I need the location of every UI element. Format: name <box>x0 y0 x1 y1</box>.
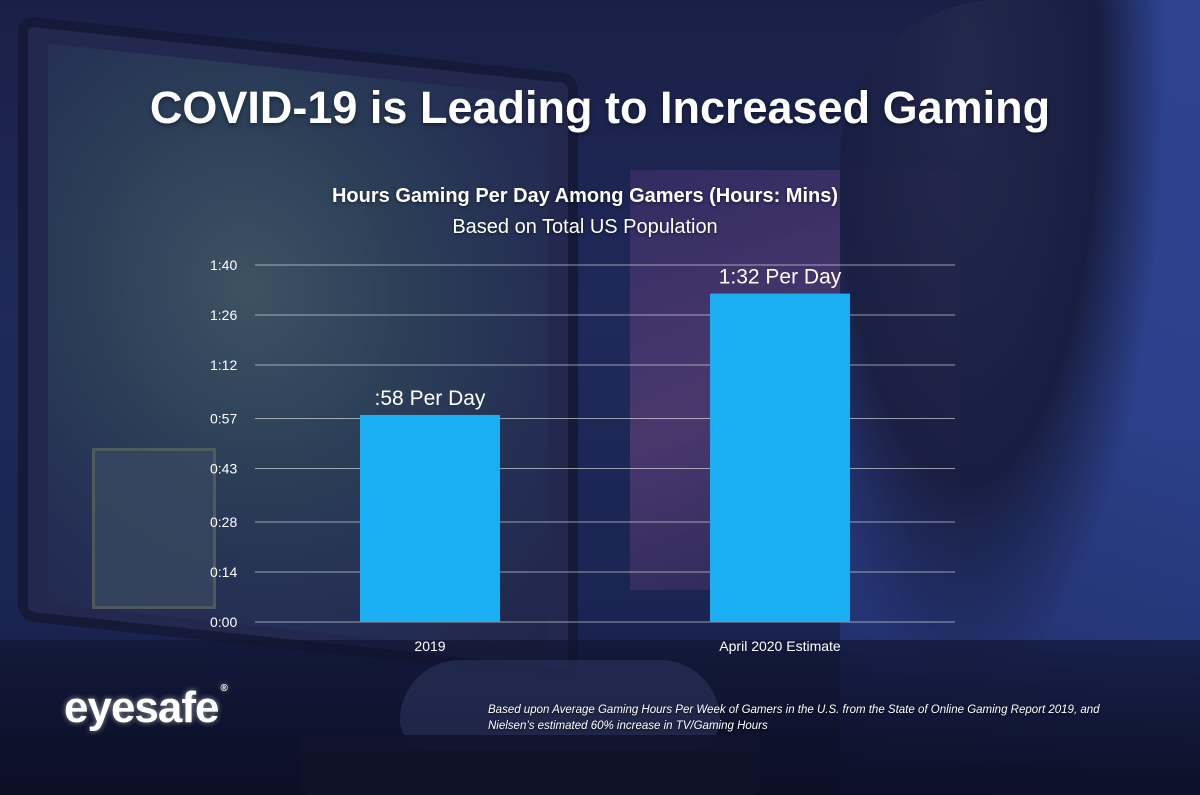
x-category-label: 2019 <box>414 638 445 654</box>
registered-mark: ® <box>220 683 227 694</box>
y-tick-label: 1:12 <box>210 357 237 373</box>
x-category-label: April 2020 Estimate <box>719 638 841 654</box>
y-tick-label: 0:00 <box>210 614 237 630</box>
chart-title: Hours Gaming Per Day Among Gamers (Hours… <box>331 185 838 207</box>
chart-subtitle: Based on Total US Population <box>452 216 718 238</box>
eyesafe-logo: eyesafe ® <box>64 683 228 733</box>
y-tick-label: 1:40 <box>210 257 237 273</box>
background-minimap <box>92 448 216 609</box>
data-label: 1:32 Per Day <box>719 266 842 289</box>
y-tick-label: 0:14 <box>210 564 237 580</box>
y-tick-label: 0:57 <box>210 411 237 427</box>
background-keyboard <box>300 735 760 795</box>
source-footnote: Based upon Average Gaming Hours Per Week… <box>488 704 1100 732</box>
y-tick-label: 1:26 <box>210 307 237 323</box>
y-tick-label: 0:43 <box>210 460 237 476</box>
slide-title: COVID-19 is Leading to Increased Gaming <box>149 82 1051 133</box>
bar <box>710 293 850 622</box>
data-label: :58 Per Day <box>375 387 486 410</box>
brand-name: eyesafe <box>64 683 219 732</box>
y-tick-label: 0:28 <box>210 514 237 530</box>
bar <box>360 414 500 622</box>
